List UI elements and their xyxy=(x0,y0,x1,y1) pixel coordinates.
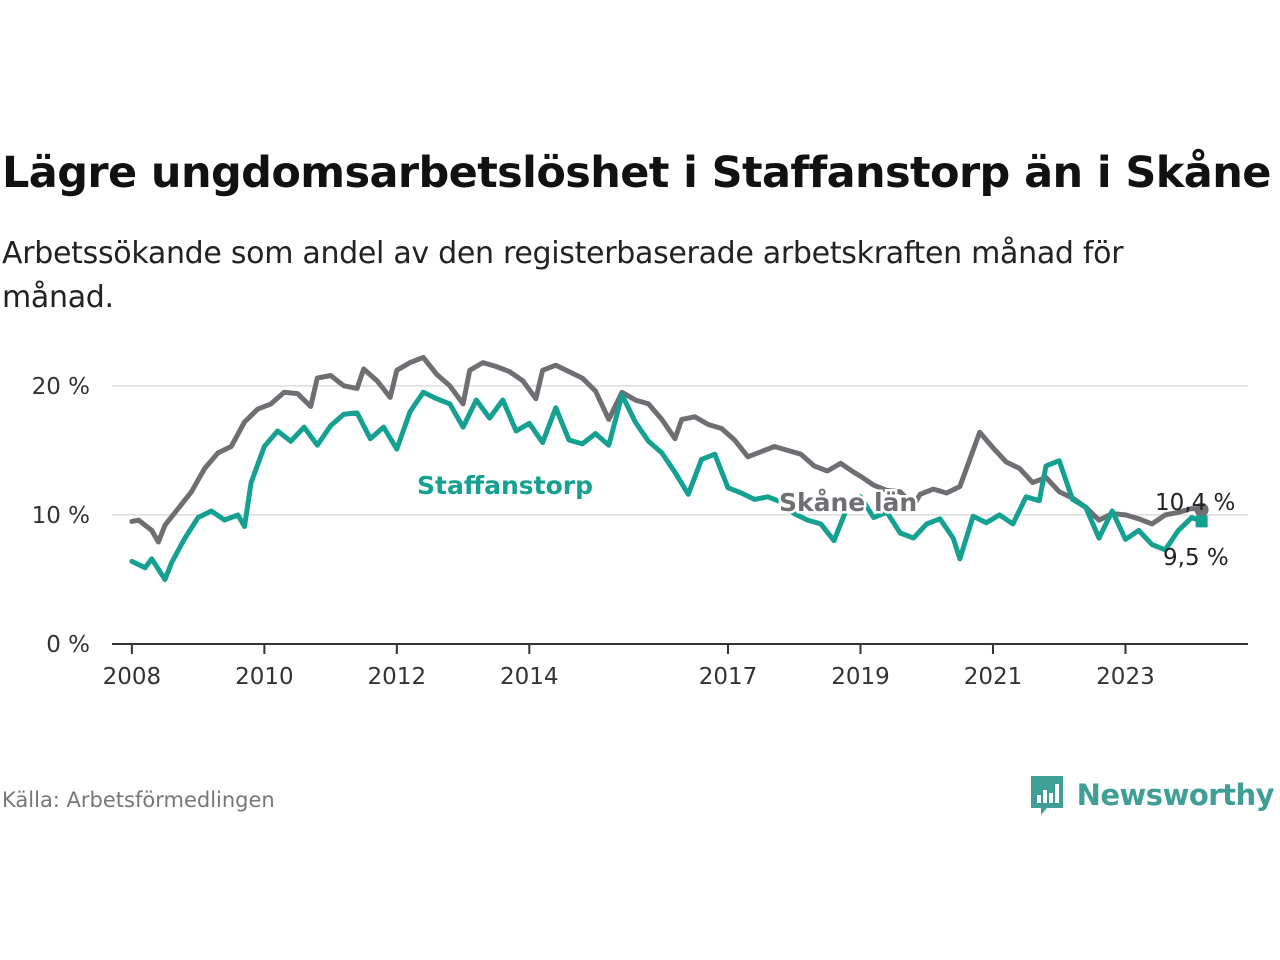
label-layer: Staffanstorp Skåne län 10,4 % 9,5 % xyxy=(417,471,1235,571)
series-end-point-staffanstorp xyxy=(1195,515,1208,528)
chart-subtitle: Arbetssökande som andel av den registerb… xyxy=(2,236,1124,315)
y-tick-label: 10 % xyxy=(32,503,90,529)
line-chart: 0 % 10 % 20 % 2008 2010 2012 2014 2017 2019 2021 2… xyxy=(32,354,1248,690)
x-tick-label: 2012 xyxy=(368,664,427,690)
series-end-point-skåne-län xyxy=(1194,502,1209,517)
axis-layer: 0 % 10 % 20 % 2008 2010 2012 2014 2017 2019 2021 2… xyxy=(32,374,1248,690)
series-label-staffanstorp: Staffanstorp xyxy=(417,471,593,500)
series-label-skane-lan: Skåne län xyxy=(779,488,917,517)
bar-chart-speech-bubble-icon xyxy=(1030,776,1063,815)
newsworthy-logo: Newsworthy xyxy=(1029,774,1275,816)
x-tick-label: 2008 xyxy=(103,664,162,690)
x-tick-label: 2014 xyxy=(500,664,559,690)
y-tick-label: 0 % xyxy=(46,632,90,658)
brand-name: Newsworthy xyxy=(1076,778,1275,812)
x-tick-label: 2021 xyxy=(964,664,1023,690)
series-line-skåne-län xyxy=(129,354,1205,545)
end-label-skane-lan: 10,4 % xyxy=(1155,490,1235,516)
x-tick-label: 2019 xyxy=(831,664,890,690)
y-tick-label: 20 % xyxy=(32,374,90,400)
end-label-staffanstorp: 9,5 % xyxy=(1163,545,1229,571)
chart-title: Lägre ungdomsarbetslöshet i Staffanstorp… xyxy=(2,148,1271,198)
x-tick-label: 2017 xyxy=(699,664,758,690)
x-tick-label: 2010 xyxy=(235,664,294,690)
series-layer xyxy=(129,354,1209,582)
x-tick-label: 2023 xyxy=(1096,664,1155,690)
grid-layer xyxy=(112,385,1248,516)
series-line-staffanstorp xyxy=(129,389,1205,582)
source-note: Källa: Arbetsförmedlingen xyxy=(2,788,275,812)
